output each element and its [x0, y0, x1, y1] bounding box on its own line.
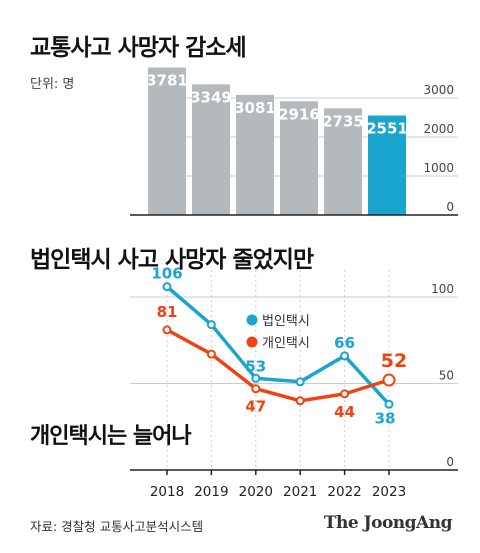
point-label: 106: [151, 265, 182, 283]
unit-label: 단위: 명: [30, 77, 75, 92]
legend-label: 개인택시: [262, 336, 310, 351]
line-chart-title: 법인택시 사고 사망자 줄었지만: [30, 247, 314, 273]
legend-marker: [246, 336, 258, 348]
point-label: 38: [375, 409, 396, 427]
bar-chart-title: 교통사고 사망자 감소세: [30, 35, 247, 61]
legend-marker: [246, 314, 258, 326]
brand-logo: The JoongAng: [323, 513, 453, 533]
bar-2018: [148, 67, 186, 215]
bar-2023: [368, 115, 406, 215]
point-label: 66: [334, 334, 355, 352]
data-point: [384, 399, 394, 409]
line-y-tick-label: 100: [431, 282, 454, 296]
bar-y-tick-label: 1000: [423, 161, 454, 175]
bar-value-label: 3349: [190, 88, 232, 106]
bar-y-tick-label: 3000: [423, 83, 454, 97]
bar-value-label: 2735: [322, 112, 364, 130]
data-point: [206, 320, 216, 330]
data-point: [340, 351, 350, 361]
x-tick-label: 2022: [327, 484, 361, 500]
bar-y-tick-label: 2000: [423, 122, 454, 136]
source-note: 자료: 경찰청 교통사고분석시스템: [30, 519, 204, 534]
bar-2022: [324, 108, 362, 215]
bar-y-tick-label: 0: [446, 200, 454, 214]
point-label: 52: [381, 350, 407, 372]
data-point: [340, 389, 350, 399]
x-tick-label: 2023: [372, 484, 406, 500]
data-point: [382, 373, 396, 387]
series-line-individual: [166, 328, 390, 403]
bar-2020: [236, 94, 274, 215]
bar-value-label: 2551: [366, 120, 408, 138]
data-point: [295, 377, 305, 387]
x-tick-label: 2018: [150, 484, 184, 500]
bar-2021: [280, 101, 318, 215]
bar-2019: [192, 84, 230, 215]
line-chart-subtitle: 개인택시는 늘어나: [30, 424, 192, 449]
data-point: [251, 384, 261, 394]
x-tick-label: 2020: [239, 484, 273, 500]
point-label: 47: [245, 398, 266, 416]
point-label: 53: [245, 357, 266, 375]
data-point: [295, 396, 305, 406]
series-line-corporate: [165, 285, 391, 406]
point-label: 81: [157, 303, 178, 321]
point-label: 44: [334, 403, 355, 421]
x-tick-label: 2021: [283, 484, 317, 500]
data-point: [162, 282, 172, 292]
bar-value-label: 2916: [278, 105, 320, 123]
data-point: [251, 373, 261, 383]
legend-label: 법인택시: [262, 314, 310, 329]
line-y-tick-label: 50: [439, 369, 454, 383]
data-point: [206, 349, 216, 359]
bar-value-label: 3781: [146, 72, 188, 90]
line-y-tick-label: 0: [446, 455, 454, 469]
x-tick-label: 2019: [194, 484, 228, 500]
bar-value-label: 3081: [234, 99, 276, 117]
data-point: [162, 325, 172, 335]
